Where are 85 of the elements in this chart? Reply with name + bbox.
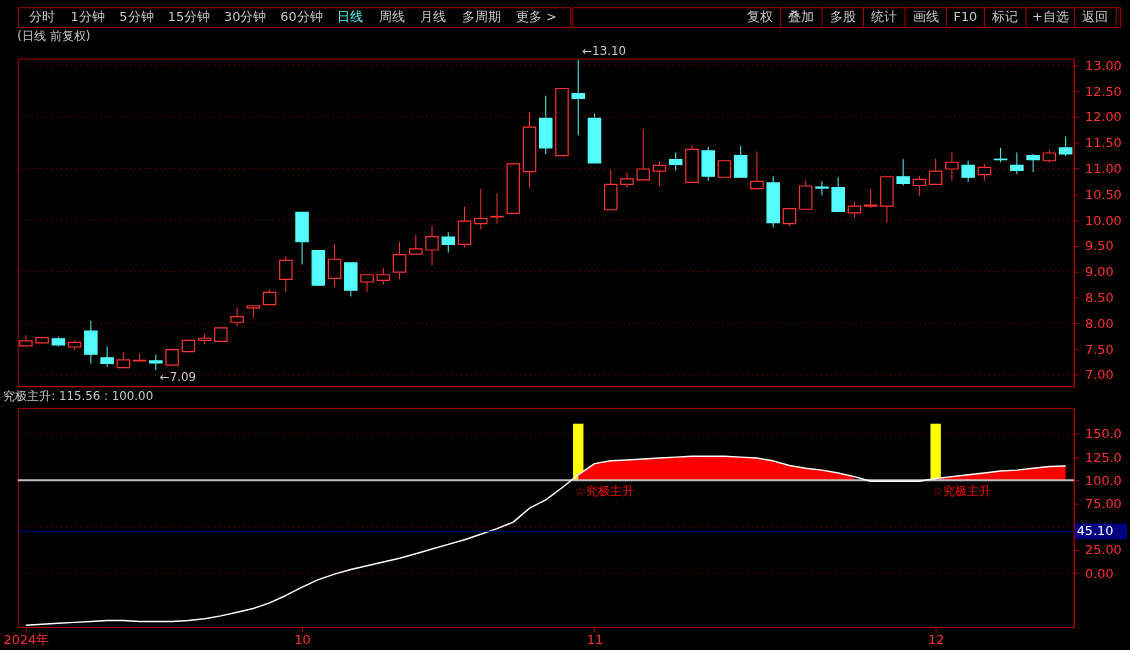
category-label: +自选: [1031, 9, 1069, 25]
candlestick: [668, 151, 683, 172]
candlestick: [652, 160, 667, 188]
y-tick-label: 12.00: [1085, 109, 1122, 125]
candlestick: [425, 225, 439, 266]
candlestick: [636, 128, 650, 181]
text: ←13.10: [582, 44, 626, 59]
y-tick-label: 7.00: [1085, 367, 1114, 383]
y-tick-label: 100.0: [1085, 472, 1122, 488]
candlestick: [409, 234, 423, 255]
candlestick: [84, 320, 98, 365]
y-tick-label: 11.50: [1085, 135, 1122, 151]
category-label: 标记: [991, 9, 1019, 25]
candlestick: [928, 158, 943, 186]
category-label: 复权: [746, 9, 773, 25]
candlestick: [1026, 153, 1040, 173]
candlestick: [392, 241, 407, 280]
category-label: 60分钟: [280, 9, 323, 25]
candlestick: [327, 243, 342, 288]
candlestick: [733, 145, 748, 179]
category-label: 30分钟: [224, 9, 267, 25]
candlestick: [815, 180, 829, 196]
y-tick-label: 12.50: [1085, 83, 1122, 99]
category-label: 15分钟: [167, 9, 211, 25]
candlestick: [100, 345, 114, 368]
candlestick: [19, 334, 33, 347]
candlestick: [474, 188, 488, 230]
candlestick: [441, 231, 456, 254]
line-series: [25, 455, 1067, 626]
ref-line-label: 45.10: [1076, 523, 1114, 539]
candlestick: [1010, 151, 1024, 175]
annotation: ☆究极主升: [575, 484, 634, 499]
candlestick: [831, 176, 845, 212]
category-label: 画线: [912, 9, 939, 25]
y-tick-label: 9.50: [1085, 238, 1114, 254]
category-label: F10: [953, 9, 978, 25]
y-tick-label: 7.50: [1085, 341, 1114, 357]
category-label: 日线: [337, 9, 364, 25]
category-label: 更多 >: [515, 9, 557, 25]
category-label: 多股: [829, 9, 856, 25]
category-label: 5分钟: [119, 9, 154, 25]
x-tick-label: 2024年: [3, 632, 50, 648]
x-tick-label: 12: [927, 632, 945, 648]
chart-title: (日线 前复权): [17, 29, 91, 44]
chart-title: 究极主升: 115.56 : 100.00: [3, 389, 154, 404]
y-tick-label: 10.50: [1085, 186, 1122, 202]
category-label: 分时: [29, 9, 56, 25]
candlestick: [912, 175, 927, 197]
candlestick: [798, 179, 813, 210]
x-tick-label: 10: [294, 632, 311, 648]
category-label: 统计: [871, 9, 898, 25]
annotation: ☆究极主升: [932, 484, 992, 499]
annotation: ←7.09: [159, 370, 197, 385]
candlestick: [279, 255, 293, 293]
candlestick: [457, 206, 472, 248]
y-tick-label: 0.00: [1085, 565, 1114, 581]
y-tick-label: 13.00: [1085, 57, 1122, 73]
candlestick: [230, 306, 244, 327]
candlestick: [149, 354, 163, 371]
category-label: 返回: [1082, 9, 1109, 25]
candlestick: [1058, 135, 1073, 157]
category-label: 月线: [420, 9, 447, 25]
candlestick: [571, 59, 586, 136]
y-tick-label: 8.50: [1085, 289, 1114, 305]
candlestick: [896, 158, 910, 186]
y-tick-label: 11.00: [1085, 160, 1122, 176]
y-tick-label: 25.00: [1085, 542, 1122, 558]
candlestick: [360, 274, 374, 293]
y-tick-label: 10.00: [1085, 212, 1122, 228]
x-tick-label: 11: [586, 632, 604, 648]
candlestick: [620, 172, 634, 189]
candlestick: [945, 151, 959, 182]
y-tick-label: 125.0: [1085, 449, 1122, 465]
y-tick-label: 8.00: [1085, 315, 1114, 331]
category-label: 周线: [378, 9, 405, 25]
candlestick: [490, 192, 504, 225]
category-label: 叠加: [788, 9, 815, 25]
candlestick: [750, 150, 764, 190]
category-label: 多周期: [461, 9, 501, 25]
y-tick-label: 150.0: [1085, 426, 1122, 442]
y-tick-label: 75.00: [1085, 495, 1122, 511]
category-label: 1分钟: [70, 9, 105, 25]
candlestick: [961, 160, 975, 183]
y-tick-label: 9.00: [1085, 264, 1114, 280]
candlestick: [863, 188, 878, 209]
